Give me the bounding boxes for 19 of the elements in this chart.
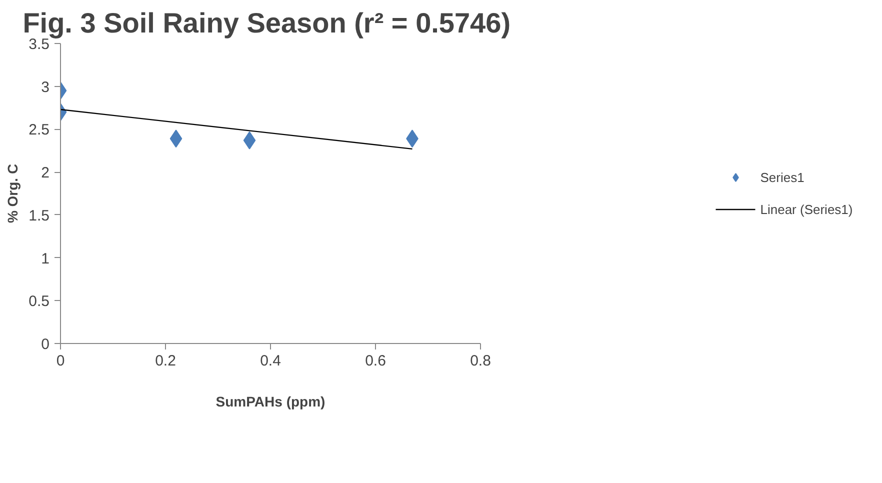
point [243, 131, 256, 150]
y-tick-label: 3.5 [28, 36, 50, 53]
y-tick-label: 3 [41, 78, 50, 96]
x-tick-label: 0 [56, 352, 65, 370]
x-tick-label: 0.2 [155, 352, 176, 370]
y-tick-label: 2 [41, 164, 50, 182]
y-tick-label: 2.5 [28, 122, 50, 139]
x-tick-label: 0.6 [365, 352, 386, 370]
y-tick-label: 0 [41, 336, 50, 353]
x-tick-label: 0.8 [470, 352, 491, 370]
legend-label: Linear (Series1) [760, 202, 853, 216]
y-tick-label: 0.5 [28, 293, 50, 310]
x-axis-title: SumPAHs (ppm) [216, 394, 326, 410]
y-axis-title: % Org. C [4, 164, 21, 224]
chart-title: Fig. 3 Soil Rainy Season (r² = 0.5746) [22, 8, 511, 38]
y-tick-label: 1.5 [28, 207, 50, 224]
y-tick-label: 1 [41, 250, 50, 268]
legend-label: Series1 [760, 170, 804, 184]
x-tick-label: 0.4 [260, 352, 281, 370]
